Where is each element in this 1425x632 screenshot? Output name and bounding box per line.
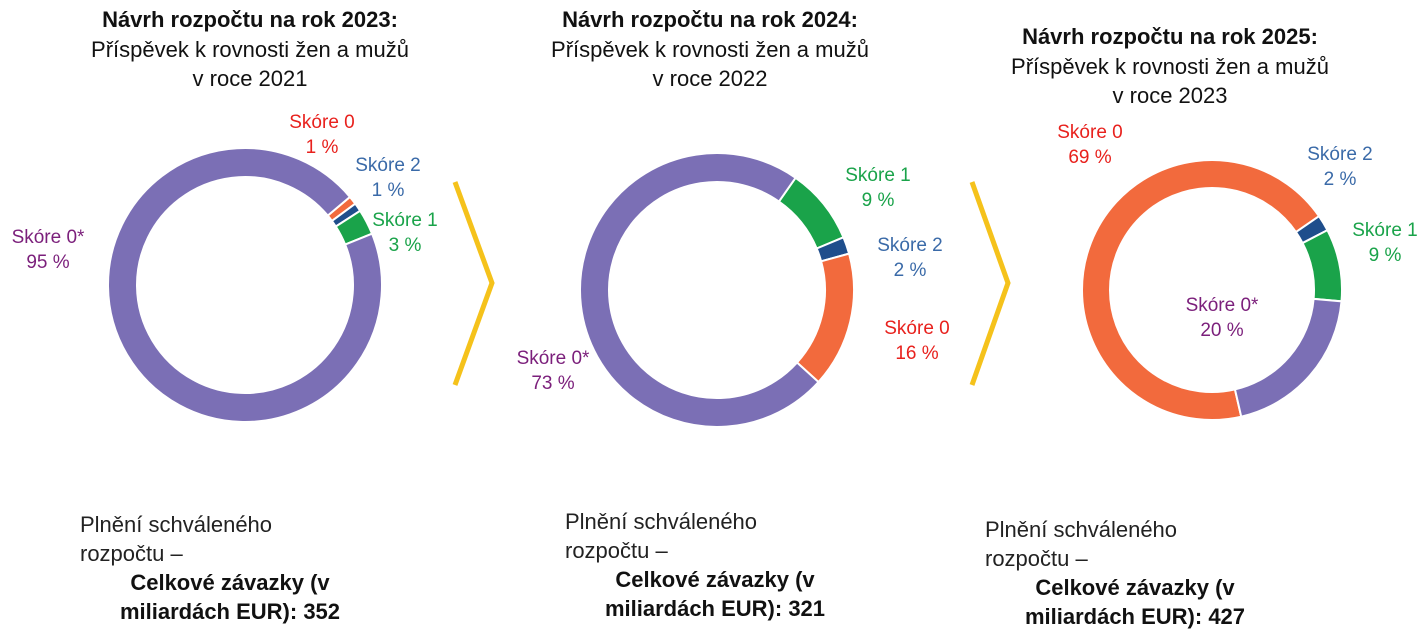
donut-slice [1081,159,1321,421]
slice-value: 1 % [372,180,405,201]
slice-label: Skóre 1 [372,210,437,231]
slice-value: 69 % [1068,147,1111,168]
footer-note: Plnění schváleného rozpočtu – [565,509,758,563]
chevron [969,181,1011,386]
total-commitments: Celkové závazky (v miliardách EUR): 427 [1024,575,1246,629]
slice-label: Skóre 0* [12,227,85,248]
chart-title: Návrh rozpočtu na rok 2023: [102,7,398,32]
total-commitments: Celkové závazky (v miliardách EUR): 321 [604,567,826,621]
slice-label: Skóre 1 [1352,220,1417,241]
donut-slice [107,147,383,423]
slice-label: Skóre 0 [884,318,949,339]
slice-value: 2 % [894,260,927,281]
slice-label: Skóre 0* [517,348,590,369]
slice-value: 95 % [26,252,69,273]
total-commitments: Celkové závazky (v miliardách EUR): 352 [119,570,341,624]
slice-label: Skóre 2 [1307,144,1372,165]
slice-label: Skóre 2 [877,235,942,256]
slice-value: 3 % [389,235,422,256]
slice-value: 73 % [531,373,574,394]
chart-title: Návrh rozpočtu na rok 2025: [1022,24,1318,49]
slice-label: Skóre 1 [845,165,910,186]
chart-subtitle: Příspěvek k rovnosti žen a mužů v roce 2… [551,37,869,91]
slice-label: Skóre 2 [355,155,420,176]
slice-value: 16 % [895,343,938,364]
slice-value: 20 % [1200,320,1243,341]
donut-slice [1301,228,1343,303]
slice-value: 2 % [1324,169,1357,190]
slice-label: Skóre 0* [1186,295,1259,316]
slice-label: Skóre 0 [1057,122,1122,143]
chart-title: Návrh rozpočtu na rok 2024: [562,7,858,32]
chevron [452,181,495,386]
slice-value: 9 % [1369,245,1402,266]
slice-value: 9 % [862,190,895,211]
chart-subtitle: Příspěvek k rovnosti žen a mužů v roce 2… [1011,54,1329,108]
donut-slice [795,252,855,384]
footer-note: Plnění schváleného rozpočtu – [80,512,273,566]
donut-slice [579,152,820,428]
donut-slice [1233,297,1343,418]
footer-note: Plnění schváleného rozpočtu – [985,517,1178,571]
chart-subtitle: Příspěvek k rovnosti žen a mužů v roce 2… [91,37,409,91]
slice-value: 1 % [306,137,339,158]
slice-label: Skóre 0 [289,112,354,133]
